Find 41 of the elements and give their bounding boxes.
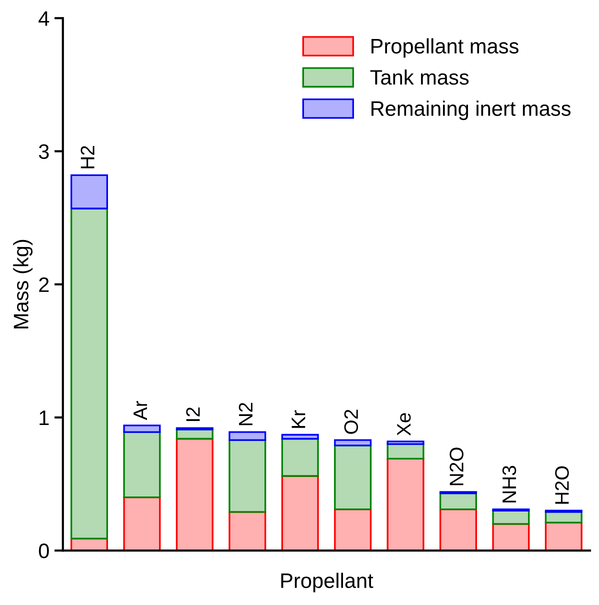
legend-label: Tank mass xyxy=(370,69,469,85)
x-tick-label: O2 xyxy=(344,410,358,434)
y-tick-label: 2 xyxy=(39,277,49,292)
x-tick-label: I2 xyxy=(186,408,200,421)
y-tick-label: 0 xyxy=(38,544,49,558)
bar xyxy=(492,510,530,525)
x-tick-label: N2O xyxy=(450,448,464,486)
bar xyxy=(334,444,372,510)
x-tick-label: H2 xyxy=(80,146,94,168)
x-tick-label: H2O xyxy=(555,466,569,504)
bar xyxy=(386,458,424,551)
y-tick-label: 1 xyxy=(40,410,49,425)
bar xyxy=(123,424,161,433)
bar xyxy=(439,492,477,510)
x-tick-label: NH3 xyxy=(502,466,516,502)
bar xyxy=(123,431,161,498)
bar xyxy=(439,508,477,551)
legend-label: Remaining inert mass xyxy=(372,100,571,120)
y-tick-label: 4 xyxy=(38,11,50,26)
bar xyxy=(228,439,266,513)
bar xyxy=(544,522,582,551)
x-tick-label: Ar xyxy=(134,400,147,420)
x-tick-label: N2 xyxy=(238,402,252,426)
bar xyxy=(334,508,372,551)
bar xyxy=(176,438,214,551)
bar xyxy=(70,208,108,540)
legend-label: Propellant mass xyxy=(372,38,518,58)
bar xyxy=(123,496,161,551)
y-axis-title: Mass (kg) xyxy=(13,240,33,328)
bar xyxy=(386,440,424,445)
bar xyxy=(70,174,108,210)
x-tick-label: Kr xyxy=(292,410,306,428)
bar xyxy=(334,439,372,446)
bar xyxy=(228,511,266,551)
bar xyxy=(281,475,319,551)
y-tick-label: 3 xyxy=(38,144,49,160)
bar xyxy=(281,434,319,440)
bar xyxy=(228,431,266,441)
x-axis-title: Propellant xyxy=(281,572,374,592)
x-tick-label: Xe xyxy=(397,413,411,436)
bar xyxy=(281,438,319,477)
